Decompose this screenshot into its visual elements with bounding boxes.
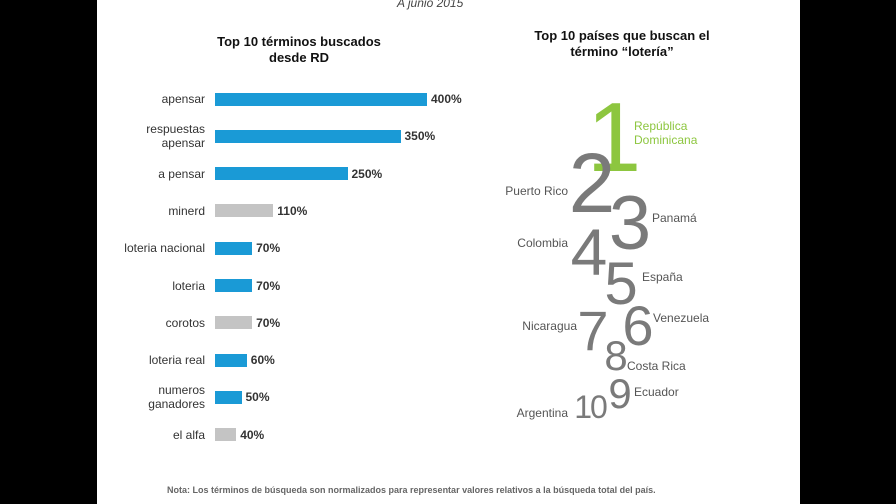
country-name: Argentina	[516, 406, 568, 420]
rank-number: 1	[586, 82, 641, 192]
bar	[215, 353, 247, 367]
country-name: Ecuador	[634, 385, 679, 399]
bar	[215, 428, 237, 442]
subtitle: A junio 2015	[397, 0, 464, 10]
category-label: corotos	[165, 315, 205, 330]
country-name: Venezuela	[653, 311, 710, 325]
category-label: loteria real	[148, 353, 205, 368]
category-label: loteria nacional	[124, 241, 205, 256]
category-label: el alfa	[172, 427, 205, 442]
rank-number: 2	[568, 136, 616, 230]
value-label: 70%	[256, 241, 281, 256]
country-name: Costa Rica	[627, 359, 686, 373]
value-label: 110%	[277, 203, 308, 218]
country-name: Nicaragua	[522, 319, 577, 333]
country-name: República Dominicana	[634, 119, 698, 147]
category-label: numeros ganadores	[148, 383, 205, 412]
chart-title: Top 10 términos buscados desde RD	[217, 34, 381, 65]
rank-number: 6	[622, 294, 653, 357]
rank-number: 8	[604, 332, 627, 379]
bar	[215, 390, 242, 404]
rank-number: 10	[574, 389, 608, 425]
category-label: respuestas apensar	[146, 122, 205, 151]
country-name: España	[642, 270, 683, 284]
bar	[215, 241, 253, 255]
value-label: 60%	[250, 353, 275, 368]
rank-number: 7	[577, 299, 608, 362]
ranking-title: Top 10 países que buscan el término “lot…	[534, 28, 710, 59]
category-label: loteria	[172, 278, 205, 293]
bar	[215, 129, 401, 143]
country-name: Panamá	[652, 211, 697, 225]
rank-number: 3	[608, 181, 651, 266]
note: Nota: Los términos de búsqueda son norma…	[167, 485, 656, 495]
bar	[215, 92, 427, 106]
category-label: minerd	[168, 203, 205, 218]
bar	[215, 204, 274, 218]
country-name: Colombia	[517, 236, 568, 250]
rank-number: 5	[604, 250, 637, 317]
bar	[215, 279, 253, 292]
country-name: Puerto Rico	[505, 184, 568, 198]
value-label: 70%	[256, 315, 281, 330]
value-label: 250%	[351, 166, 383, 181]
rank-number: 9	[608, 370, 631, 417]
value-label: 40%	[240, 427, 265, 442]
value-label: 400%	[431, 92, 462, 106]
value-label: 350%	[404, 129, 436, 144]
rank-number: 4	[570, 215, 608, 289]
category-label: apensar	[161, 92, 205, 106]
panel	[97, 0, 800, 504]
value-label: 70%	[256, 278, 281, 293]
bar	[215, 167, 348, 181]
value-label: 50%	[245, 390, 270, 405]
category-label: a pensar	[158, 166, 205, 181]
bar	[215, 316, 253, 330]
